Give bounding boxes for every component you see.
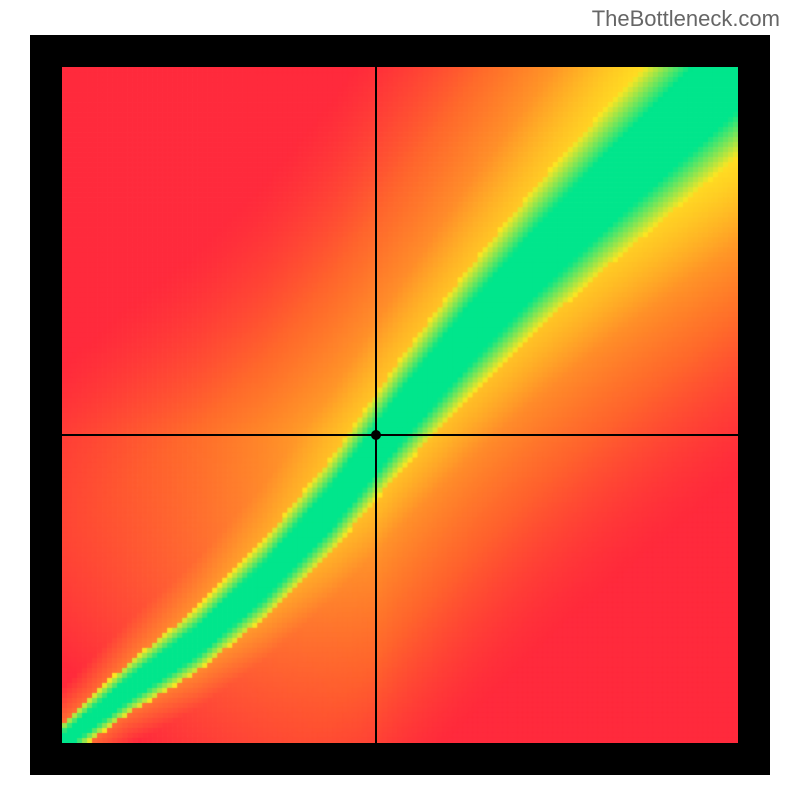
crosshair-vertical (375, 67, 377, 743)
crosshair-horizontal (62, 434, 738, 436)
watermark-text: TheBottleneck.com (592, 6, 780, 32)
chart-container: TheBottleneck.com (0, 0, 800, 800)
heatmap-canvas (62, 67, 738, 743)
